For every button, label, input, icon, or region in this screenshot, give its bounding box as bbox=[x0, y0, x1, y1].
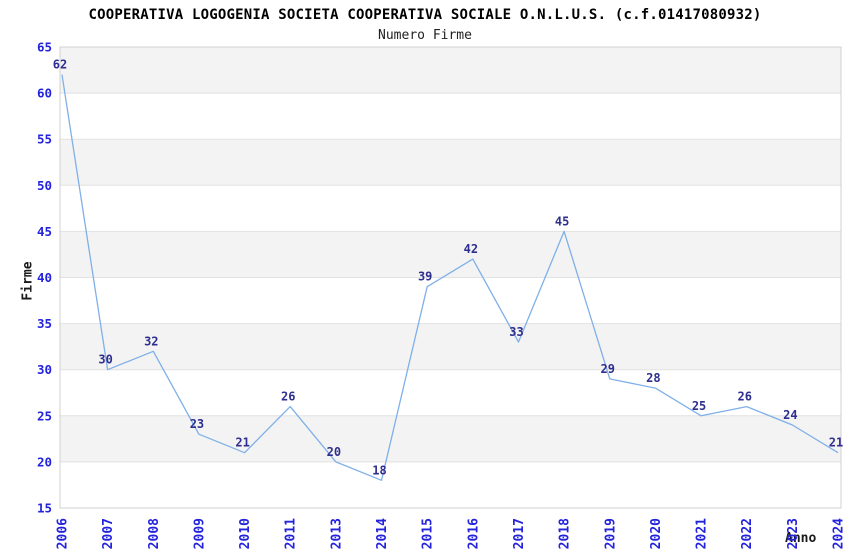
plot-band bbox=[60, 47, 841, 94]
data-point-label: 29 bbox=[601, 362, 615, 376]
x-tick-label: 2022 bbox=[740, 518, 755, 549]
x-tick-label: 2021 bbox=[695, 518, 710, 549]
x-axis-title: Anno bbox=[785, 531, 817, 546]
x-tick-label: 2023 bbox=[786, 518, 801, 549]
y-tick-label: 40 bbox=[37, 270, 52, 285]
data-point-label: 20 bbox=[327, 445, 341, 459]
data-point-label: 24 bbox=[783, 408, 797, 422]
data-point-label: 26 bbox=[281, 390, 295, 404]
data-point-label: 18 bbox=[372, 463, 386, 477]
x-tick-label: 2008 bbox=[147, 518, 162, 549]
data-point-label: 23 bbox=[190, 417, 204, 431]
data-point-label: 30 bbox=[98, 353, 112, 367]
y-tick-label: 65 bbox=[37, 40, 52, 55]
data-point-label: 39 bbox=[418, 270, 432, 284]
data-point-label: 25 bbox=[692, 399, 706, 413]
y-tick-label: 25 bbox=[37, 408, 52, 423]
data-point-label: 21 bbox=[829, 436, 843, 450]
plot-band bbox=[60, 323, 841, 370]
x-tick-label: 2013 bbox=[329, 518, 344, 549]
x-tick-label: 2015 bbox=[421, 518, 436, 549]
x-tick-label: 2010 bbox=[238, 518, 253, 549]
plot-band bbox=[60, 139, 841, 186]
series-line bbox=[61, 74, 839, 481]
x-tick-label: 2019 bbox=[603, 518, 618, 549]
x-tick-label: 2006 bbox=[56, 518, 71, 549]
x-tick-label: 2007 bbox=[101, 518, 116, 549]
y-tick-label: 60 bbox=[37, 86, 52, 101]
data-point-label: 45 bbox=[555, 214, 569, 228]
x-tick-label: 2020 bbox=[649, 518, 664, 549]
x-tick-label: 2011 bbox=[284, 518, 299, 549]
data-point-label: 42 bbox=[464, 242, 478, 256]
y-tick-label: 35 bbox=[37, 316, 52, 331]
plot-border bbox=[59, 46, 842, 509]
chart-title: COOPERATIVA LOGOGENIA SOCIETA COOPERATIV… bbox=[88, 7, 762, 23]
y-tick-label: 50 bbox=[37, 178, 52, 193]
data-point-label: 33 bbox=[509, 325, 523, 339]
data-point-label: 21 bbox=[235, 436, 249, 450]
y-tick-label: 45 bbox=[37, 224, 52, 239]
data-point-label: 26 bbox=[737, 390, 751, 404]
y-tick-label: 15 bbox=[37, 501, 52, 516]
data-point-label: 28 bbox=[646, 371, 660, 385]
x-tick-label: 2014 bbox=[375, 518, 390, 549]
x-tick-label: 2016 bbox=[466, 518, 481, 549]
data-point-label: 32 bbox=[144, 334, 158, 348]
x-tick-label: 2024 bbox=[832, 518, 847, 549]
plot-band bbox=[60, 231, 841, 278]
plot-band bbox=[60, 415, 841, 462]
x-tick-label: 2009 bbox=[192, 518, 207, 549]
y-tick-label: 55 bbox=[37, 132, 52, 147]
y-tick-label: 30 bbox=[37, 362, 52, 377]
chart-subtitle: Numero Firme bbox=[378, 28, 472, 43]
x-tick-label: 2018 bbox=[558, 518, 573, 549]
y-tick-label: 20 bbox=[37, 454, 52, 469]
data-point-label: 62 bbox=[53, 58, 67, 72]
x-tick-label: 2017 bbox=[512, 518, 527, 549]
